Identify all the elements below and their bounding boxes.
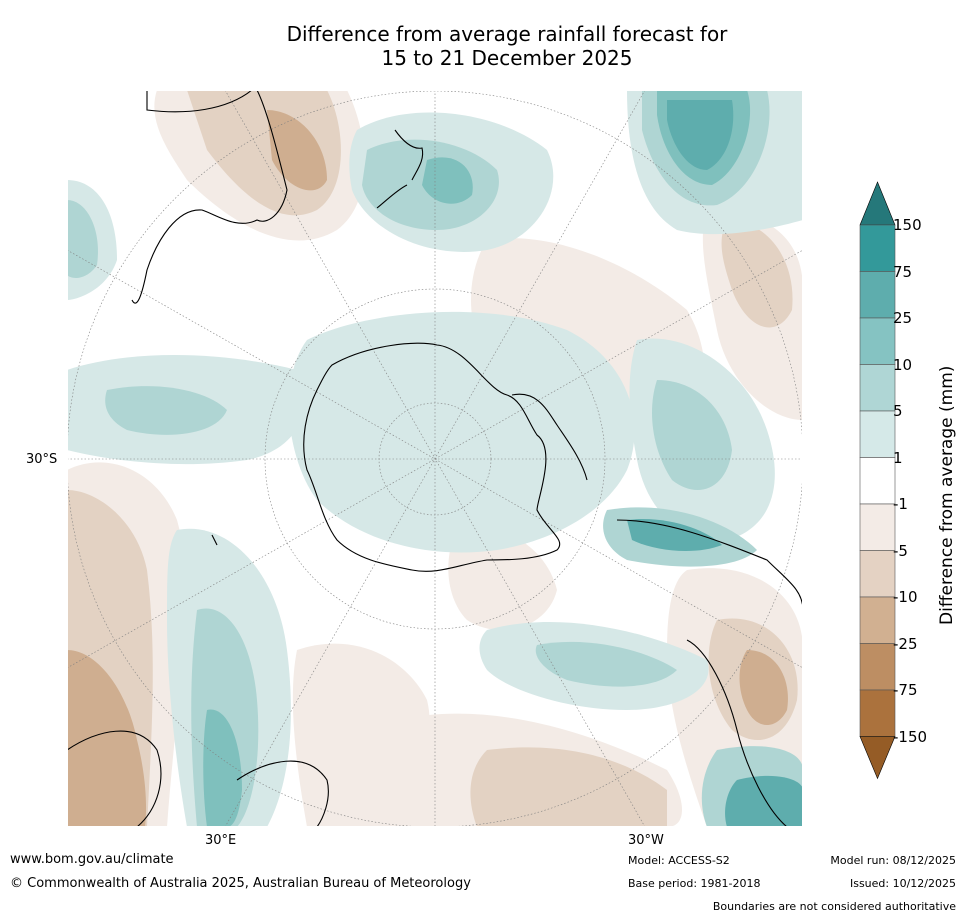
colorbar-tick-label: 1 [893, 448, 903, 467]
colorbar-band [859, 364, 896, 412]
coastline-australia [131, 90, 288, 304]
graticule-meridian-2 [67, 249, 803, 669]
wet-regions [67, 90, 803, 827]
footer-disclaimer: Boundaries are not considered authoritat… [712, 900, 956, 913]
colorbar-tick-label: -5 [893, 541, 908, 560]
colorbar-band [859, 457, 896, 505]
title-line-1: Difference from average rainfall forecas… [286, 22, 728, 46]
wet-region-west-edge-mid [67, 200, 98, 278]
coastline-antarctica [303, 342, 561, 572]
title-line-2: 15 to 21 December 2025 [381, 46, 633, 70]
colorbar-tick-label: 5 [893, 402, 903, 420]
wet-region-south-atlantic-east-strong [725, 775, 803, 827]
wet-region-south-atlantic-mid [535, 641, 677, 687]
graticule-meridian-1 [67, 249, 803, 669]
colorbar-band [859, 550, 896, 598]
colorbar-tick-label: 150 [893, 216, 922, 234]
colorbar-title: Difference from average (mm) [937, 365, 957, 625]
rainfall-map [67, 90, 803, 827]
map-frame [67, 90, 803, 827]
graticule-label-30w: 30°W [628, 833, 664, 848]
coastline-south-america [616, 519, 803, 827]
graticule-label-30e: 30°E [205, 833, 237, 848]
colorbar-tick-label: -1 [893, 495, 908, 513]
coastline-antarctic-peninsula [511, 393, 588, 481]
colorbar-tick-label: 25 [893, 309, 913, 327]
wet-region-southeast-pacific-core [667, 100, 734, 170]
colorbar [859, 181, 896, 780]
wet-region-south-indian-strong [203, 709, 242, 827]
coastline-madagascar [211, 534, 218, 546]
colorbar-band [859, 271, 896, 319]
colorbar-band [859, 689, 896, 737]
dry-region-south-america-strong [739, 650, 788, 725]
wet-region-drake-strong [627, 519, 722, 552]
colorbar-band [859, 503, 896, 551]
coastline-africa [67, 730, 329, 827]
colorbar-extend-bottom [859, 736, 896, 780]
colorbar-band [859, 410, 896, 458]
graticule-label-30s: 30°S [26, 452, 58, 467]
dry-region-south-atlantic-mid [470, 747, 667, 827]
dry-region-africa-west-strong [67, 650, 147, 827]
wet-region-indian-ocean-mid [105, 386, 227, 435]
coastline-new-zealand-north [394, 129, 424, 181]
wet-region-antarctic-ring [288, 311, 635, 553]
footer-url[interactable]: www.bom.gov.au/climate [10, 852, 174, 867]
coastline-new-zealand-south [376, 184, 408, 209]
colorbar-tick-label: -10 [893, 588, 918, 606]
colorbar-band [859, 596, 896, 644]
footer-base-period: Base period: 1981-2018 [628, 877, 761, 890]
colorbar-tick-label: -75 [893, 681, 918, 699]
colorbar-tick-label: 75 [893, 262, 913, 281]
map-svg [67, 90, 803, 827]
map-title: Difference from average rainfall forecas… [0, 22, 965, 70]
footer-copyright: © Commonwealth of Australia 2025, Austra… [10, 876, 471, 891]
colorbar-band [859, 224, 896, 272]
colorbar-tick-label: 10 [893, 355, 913, 374]
footer-model: Model: ACCESS-S2 [628, 854, 730, 867]
dry-region-pacific-east-mid [721, 220, 793, 328]
colorbar-extend-top [859, 181, 896, 226]
colorbar-tick-label: -150 [893, 727, 928, 746]
colorbar-band [859, 317, 896, 365]
coastlines [67, 90, 803, 827]
dry-region-central [448, 528, 557, 630]
wet-region-new-zealand-strong [422, 157, 473, 204]
footer-model-run: Model run: 08/12/2025 [830, 854, 956, 867]
colorbar-tick-label: -25 [893, 634, 918, 653]
graticule-meridian-4 [224, 90, 646, 827]
footer-issued: Issued: 10/12/2025 [849, 877, 956, 890]
colorbar-band [859, 643, 896, 691]
wet-region-south-pacific-east-mid [652, 380, 732, 490]
